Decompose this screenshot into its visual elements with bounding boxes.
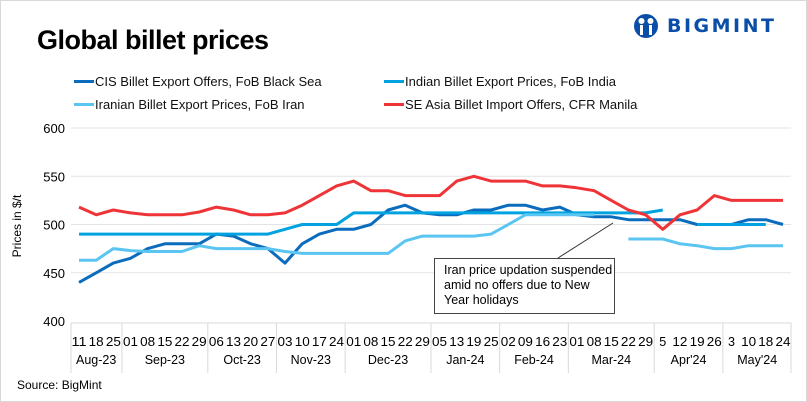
x-tick-label: 26	[707, 335, 722, 349]
x-tick-label: 18	[89, 335, 104, 349]
y-tick-label: 450	[43, 266, 65, 281]
series-line	[78, 174, 783, 231]
x-tick-label: 08	[363, 335, 378, 349]
x-tick-label: 01	[123, 335, 138, 349]
x-tick-label: 13	[226, 335, 241, 349]
x-tick-label: 29	[415, 335, 430, 349]
x-tick-label: 20	[243, 335, 258, 349]
y-tick-label: 500	[43, 218, 65, 233]
x-tick-label: 15	[381, 335, 396, 349]
x-tick-label: 05	[432, 335, 447, 349]
x-tick-label: 22	[621, 335, 636, 349]
x-tick-label: 18	[758, 335, 773, 349]
legend-label: SE Asia Billet Import Offers, CFR Manila	[405, 97, 638, 112]
source-note: Source: BigMint	[17, 378, 102, 392]
y-axis-label: Prices in $/t	[10, 194, 24, 257]
x-tick-label: 25	[484, 335, 499, 349]
chart-title: Global billet prices	[37, 25, 269, 55]
x-tick-label: 08	[140, 335, 155, 349]
x-tick-label: 01	[569, 335, 584, 349]
legend-item: Indian Billet Export Prices, FoB India	[384, 74, 616, 89]
series-line	[79, 213, 783, 262]
month-label: Dec-23	[368, 353, 408, 367]
month-label: Aug-23	[76, 353, 116, 367]
logo-mark-icon	[634, 14, 658, 38]
x-tick-label: 02	[501, 335, 516, 349]
legend-label: CIS Billet Export Offers, FoB Black Sea	[95, 74, 322, 89]
legend-swatch	[384, 80, 404, 83]
annotation-box: Iran price updation suspended amid no of…	[434, 258, 615, 314]
x-tick-label: 09	[518, 335, 533, 349]
x-tick-label: 22	[175, 335, 190, 349]
month-label: Mar-24	[591, 353, 631, 367]
bigmint-logo: BIGMINT	[633, 13, 777, 39]
legend-item: Iranian Billet Export Prices, FoB Iran	[74, 97, 305, 112]
x-tick-label: 13	[449, 335, 464, 349]
x-tick-label: 06	[209, 335, 224, 349]
month-label: Oct-23	[223, 353, 261, 367]
x-tick-label: 29	[638, 335, 653, 349]
y-tick-label: 550	[43, 169, 65, 184]
x-tick-label: 10	[741, 335, 756, 349]
month-label: Nov-23	[291, 353, 331, 367]
legend-swatch	[74, 80, 94, 83]
x-tick-label: 24	[775, 335, 790, 349]
x-tick-label: 15	[157, 335, 172, 349]
x-tick-label: 22	[398, 335, 413, 349]
legend-item: SE Asia Billet Import Offers, CFR Manila	[384, 97, 637, 112]
month-label: Sep-23	[145, 353, 185, 367]
month-label: Jan-24	[446, 353, 484, 367]
x-tick-label: 19	[690, 335, 705, 349]
x-tick-label: 23	[552, 335, 567, 349]
x-tick-label: 12	[672, 335, 687, 349]
logo-text: BIGMINT	[667, 15, 777, 37]
x-tick-label: 3	[728, 335, 735, 349]
x-tick-label: 03	[278, 335, 293, 349]
legend-swatch	[384, 103, 404, 106]
x-tick-label: 01	[346, 335, 361, 349]
x-tick-label: 25	[106, 335, 121, 349]
x-tick-label: 16	[535, 335, 550, 349]
month-label: May'24	[737, 353, 777, 367]
month-label: Feb-24	[514, 353, 554, 367]
x-tick-label: 19	[466, 335, 481, 349]
x-tick-label: 11	[72, 335, 87, 349]
x-tick-label: 10	[295, 335, 310, 349]
month-label: Apr'24	[671, 353, 707, 367]
x-tick-label: 27	[260, 335, 275, 349]
x-tick-label: 17	[312, 335, 327, 349]
y-tick-label: 600	[43, 121, 65, 136]
x-tick-label: 24	[329, 335, 344, 349]
legend-item: CIS Billet Export Offers, FoB Black Sea	[74, 74, 322, 89]
x-tick-label: 29	[192, 335, 207, 349]
y-tick-label: 400	[43, 314, 65, 329]
x-tick-label: 08	[587, 335, 602, 349]
legend-swatch	[74, 103, 94, 106]
legend-label: Indian Billet Export Prices, FoB India	[405, 74, 616, 89]
annotation-leader-line	[557, 222, 614, 259]
x-tick-label: 15	[604, 335, 619, 349]
legend-label: Iranian Billet Export Prices, FoB Iran	[95, 97, 305, 112]
series-line	[79, 208, 766, 236]
x-tick-label: 5	[659, 335, 666, 349]
